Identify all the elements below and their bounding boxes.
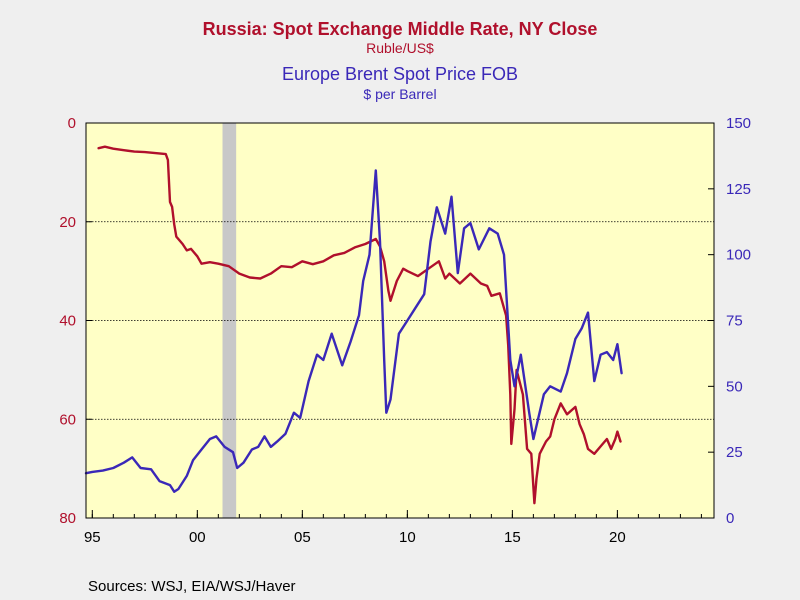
right-axis-tick-label: 150 xyxy=(726,115,751,132)
left-series-unit: Ruble/US$ xyxy=(366,40,434,56)
x-axis-tick-label: 10 xyxy=(399,529,416,546)
x-axis-tick-label: 05 xyxy=(294,529,311,546)
x-axis-tick-label: 95 xyxy=(84,529,101,546)
left-axis-tick-label: 40 xyxy=(59,313,76,330)
ruble-series-line xyxy=(97,145,622,505)
right-series-title: Europe Brent Spot Price FOB xyxy=(281,64,519,84)
x-axis-tick-label: 00 xyxy=(189,529,206,546)
right-axis-tick-label: 0 xyxy=(726,510,734,527)
left-axis-tick-label: 0 xyxy=(68,115,76,132)
right-axis-tick-label: 25 xyxy=(726,444,743,461)
chart-title: Russia: Spot Exchange Middle Rate, NY Cl… xyxy=(202,19,598,39)
right-axis-tick-label: 50 xyxy=(726,378,743,395)
left-axis-tick-label: 20 xyxy=(59,214,76,231)
left-axis-tick-label: 60 xyxy=(59,411,76,428)
right-axis-tick-label: 125 xyxy=(726,181,751,198)
source-note: Sources: WSJ, EIA/WSJ/Haver xyxy=(88,578,296,595)
right-series-unit: $ per Barrel xyxy=(363,86,437,102)
x-axis-tick-label: 20 xyxy=(609,529,626,546)
brent-series-line xyxy=(84,169,623,493)
x-axis-tick-label: 15 xyxy=(504,529,521,546)
left-axis-tick-label: 80 xyxy=(59,510,76,527)
right-axis-tick-label: 75 xyxy=(726,313,743,330)
right-axis-tick-label: 100 xyxy=(726,247,751,264)
recession-band xyxy=(222,123,237,518)
